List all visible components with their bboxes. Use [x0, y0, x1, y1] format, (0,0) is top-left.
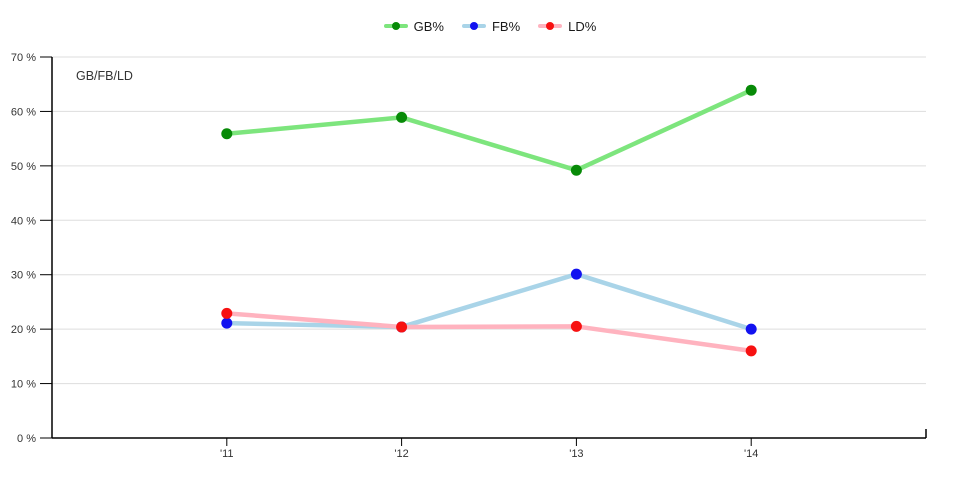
y-tick-label: 20 %	[11, 324, 36, 336]
y-tick-label: 30 %	[11, 270, 36, 282]
chart-legend: GB% FB% LD%	[0, 17, 980, 35]
legend-item-gb[interactable]: GB%	[383, 18, 444, 34]
legend-label-fb: FB%	[491, 18, 521, 34]
data-point-ld-12	[396, 321, 408, 333]
fb-series-swatch-icon	[461, 21, 486, 31]
data-point-gb-14	[745, 84, 757, 96]
fb-marker-icon	[469, 22, 478, 30]
series-line-fb	[224, 271, 754, 332]
y-tick-label: 60 %	[11, 106, 36, 118]
legend-label-gb: GB%	[413, 18, 444, 34]
series-line-gb	[224, 87, 754, 173]
data-point-gb-12	[396, 111, 408, 123]
y-tick-label: 70 %	[11, 52, 36, 64]
data-point-ld-14	[745, 345, 757, 357]
data-point-gb-13	[570, 164, 582, 176]
y-tick-label: 10 %	[11, 379, 36, 391]
data-point-fb-13	[570, 268, 582, 280]
x-tick-label: '11	[220, 448, 234, 460]
y-tick-label: 0 %	[17, 433, 36, 445]
ld-marker-icon	[546, 22, 555, 30]
y-tick-label: 40 %	[11, 215, 36, 227]
legend-item-fb[interactable]: FB%	[461, 18, 521, 34]
gb-marker-icon	[391, 22, 400, 30]
gb-series-swatch-icon	[383, 21, 408, 31]
x-tick-label: '12	[394, 448, 408, 460]
series-line-ld	[224, 311, 754, 354]
x-tick-label: '13	[569, 448, 583, 460]
data-point-fb-11	[221, 317, 233, 329]
legend-label-ld: LD%	[568, 18, 597, 34]
legend-item-ld[interactable]: LD%	[538, 20, 596, 33]
data-point-ld-13	[570, 320, 582, 332]
x-tick-label: '14	[744, 448, 758, 460]
data-point-fb-14	[745, 323, 757, 335]
ld-series-swatch-icon	[538, 21, 563, 31]
data-point-gb-11	[221, 128, 233, 140]
chart-inner-title: GB/FB/LD	[76, 69, 133, 83]
data-point-ld-11	[221, 307, 233, 319]
y-tick-label: 50 %	[11, 161, 36, 173]
